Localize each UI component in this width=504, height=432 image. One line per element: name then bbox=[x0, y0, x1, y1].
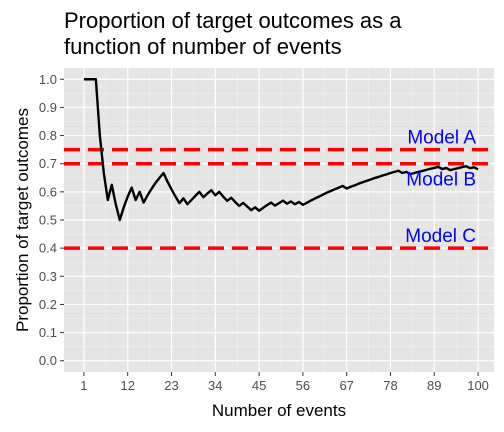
y-axis: 0.0 0.1 0.2 0.3 0.4 0.5 0.6 0.7 0.8 0.9 1.0 bbox=[39, 72, 64, 368]
x-axis-title: Number of events bbox=[212, 401, 346, 420]
x-tick-label: 34 bbox=[208, 378, 222, 393]
y-tick-label: 0.6 bbox=[39, 184, 57, 199]
x-tick-label: 45 bbox=[252, 378, 266, 393]
x-tick-label: 100 bbox=[467, 378, 489, 393]
x-tick-label: 23 bbox=[164, 378, 178, 393]
x-tick-label: 1 bbox=[80, 378, 87, 393]
y-tick-label: 0.2 bbox=[39, 297, 57, 312]
chart-title: Proportion of target outcomes as a funct… bbox=[64, 8, 402, 59]
series-line bbox=[83, 78, 479, 222]
y-tick-label: 0.7 bbox=[39, 156, 57, 171]
x-tick-label: 67 bbox=[339, 378, 353, 393]
y-tick-label: 1.0 bbox=[39, 72, 57, 87]
y-tick-label: 0.0 bbox=[39, 353, 57, 368]
reference-label: Model A bbox=[407, 128, 476, 149]
y-tick-label: 0.1 bbox=[39, 325, 57, 340]
x-tick-label: 56 bbox=[296, 378, 310, 393]
reference-label: Model B bbox=[406, 170, 476, 191]
reference-label: Model C bbox=[405, 226, 476, 247]
x-tick-label: 78 bbox=[383, 378, 397, 393]
y-tick-label: 0.4 bbox=[39, 241, 57, 256]
y-tick-label: 0.3 bbox=[39, 269, 57, 284]
y-axis-title: Proportion of target outcomes bbox=[13, 108, 32, 332]
reference-labels: Model A Model B Model C bbox=[405, 128, 476, 248]
x-axis: 1 12 23 34 45 56 67 78 89 100 bbox=[80, 372, 489, 393]
series-group bbox=[83, 78, 479, 222]
y-tick-label: 0.8 bbox=[39, 128, 57, 143]
x-tick-label: 12 bbox=[120, 378, 134, 393]
y-tick-label: 0.5 bbox=[39, 213, 57, 228]
x-tick-label: 89 bbox=[427, 378, 441, 393]
y-tick-label: 0.9 bbox=[39, 100, 57, 115]
grid-major bbox=[64, 68, 494, 372]
